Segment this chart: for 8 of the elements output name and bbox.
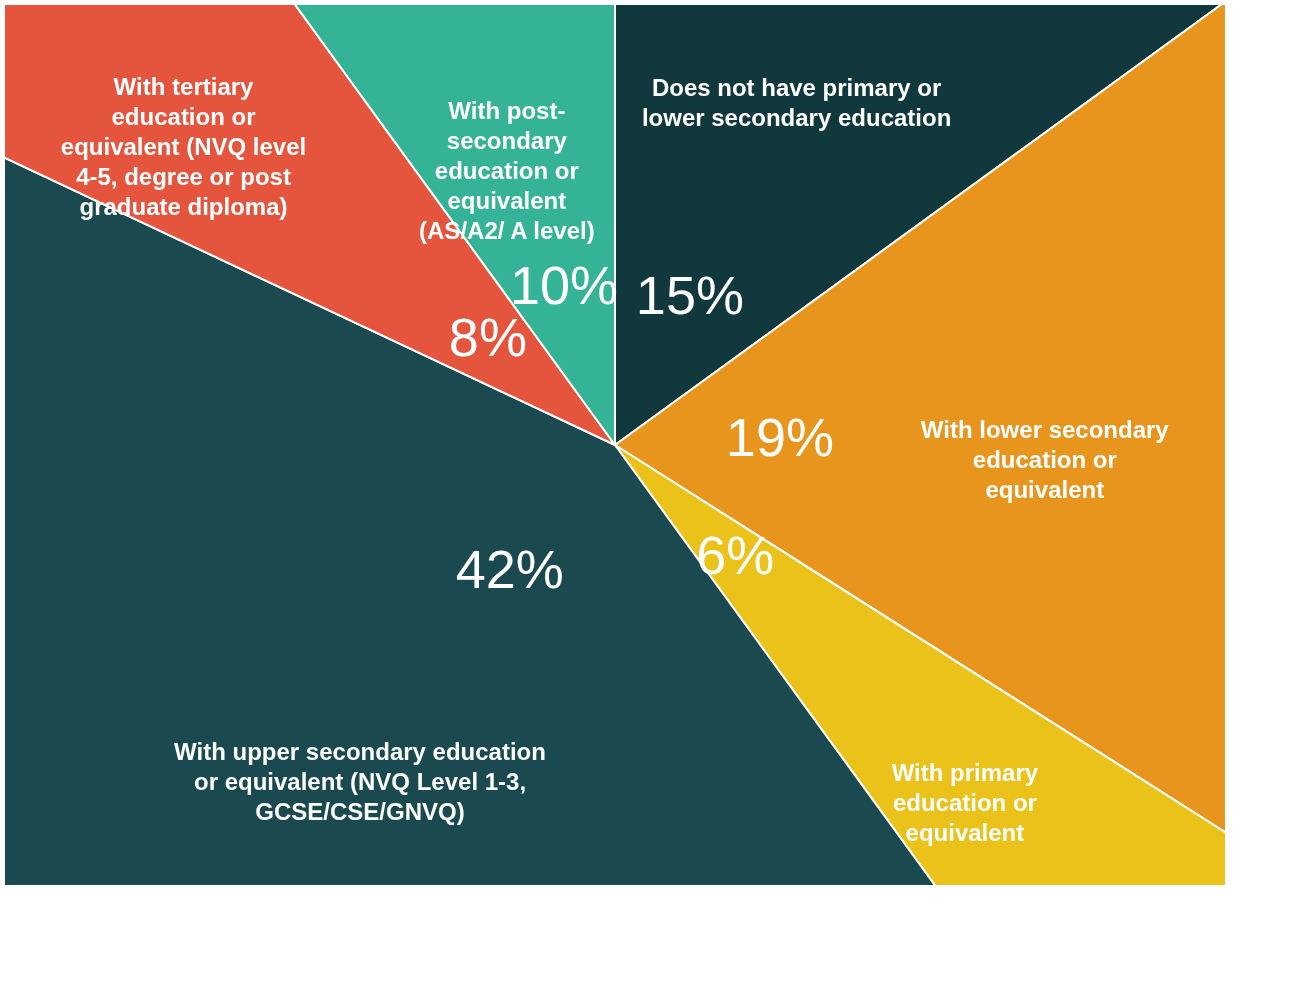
slice-label: With upper secondary education or equivalent (NVQ Level 1-3, GCSE/CSE/GNVQ) (174, 738, 546, 826)
slice-label: With primary education or equivalent (891, 758, 1039, 846)
slice-label: With lower secondary education or equivalent (920, 416, 1170, 504)
data-label: 6% (696, 524, 775, 585)
data-label: 15% (635, 264, 744, 325)
data-label: 19% (725, 406, 834, 467)
slice-label: Does not have primary or lower secondary education (641, 73, 952, 131)
data-label: 42% (455, 539, 564, 600)
